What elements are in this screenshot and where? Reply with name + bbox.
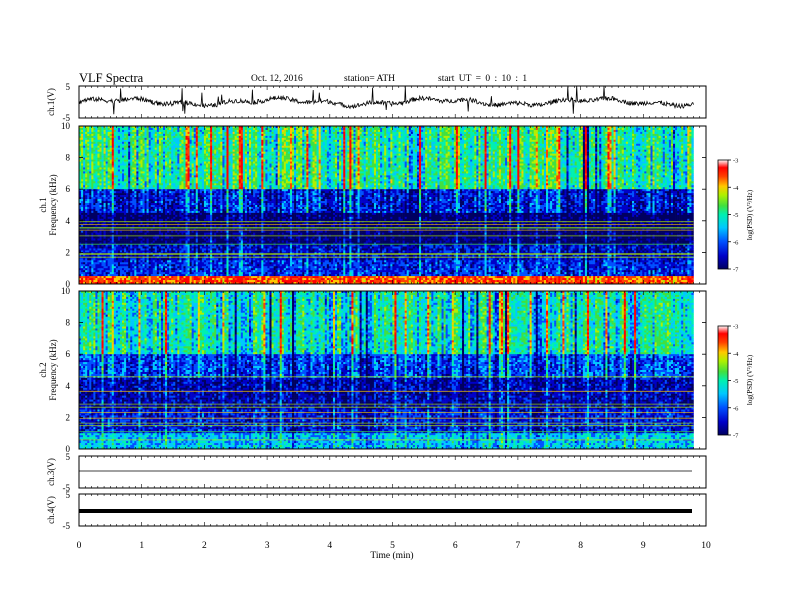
- colorbar-tick-label: -5: [733, 212, 738, 219]
- ch1-channel-label: ch.1: [38, 197, 48, 212]
- ch1-colorbar-label: log(PSD) (V²/Hz): [746, 189, 754, 240]
- time-axis-ticks: [78, 86, 707, 526]
- ch4-ylabel: ch.4(V): [46, 496, 56, 524]
- ch3-ylabel: ch.3(V): [46, 458, 56, 486]
- colorbar-tick-label: -5: [733, 378, 738, 385]
- time-tick-label: 9: [641, 541, 646, 551]
- freq-tick-label: 0: [66, 444, 71, 454]
- freq-tick-label: 6: [66, 349, 71, 359]
- ch1-waveform-line: [78, 85, 694, 115]
- ch1-ytick-top: 5: [66, 82, 71, 92]
- ch3-waveform-panel: 5 -5 ch.3(V): [46, 452, 707, 493]
- ch1-colorbar-ticks: -3 -4 -5 -6 -7: [728, 158, 739, 274]
- ch1-spectrogram-image: [79, 126, 706, 285]
- ch4-ytick-bottom: -5: [63, 521, 71, 531]
- ch2-colorbar-label: log(PSD) (V²/Hz): [746, 354, 754, 405]
- colorbar-tick-label: -7: [733, 267, 739, 274]
- freq-tick-label: 6: [66, 184, 71, 194]
- colorbar-tick-label: -6: [733, 405, 739, 412]
- ch1-ytick-bottom: -5: [63, 113, 71, 123]
- ch4-waveform-panel: 5 -5 ch.4(V): [46, 490, 707, 531]
- freq-tick-label: 4: [66, 381, 71, 391]
- figure-title: VLF Spectra: [79, 71, 143, 86]
- ch1-ylabel: ch.1(V): [46, 88, 56, 116]
- ch2-colorbar: -3 -4 -5 -6 -7 log(PSD) (V²/Hz): [717, 324, 754, 440]
- time-tick-label: 7: [516, 541, 521, 551]
- freq-tick-label: 8: [66, 153, 71, 163]
- ch4-ytick-top: 5: [66, 490, 71, 500]
- ch1-waveform-panel: 5 -5 ch.1(V): [46, 82, 707, 123]
- ch1-freq-label: Frequency (kHz): [48, 174, 58, 235]
- time-tick-label: 4: [327, 541, 332, 551]
- freq-tick-label: 4: [66, 216, 71, 226]
- colorbar-tick-label: -6: [733, 239, 739, 246]
- ch3-ytick-top: 5: [66, 452, 71, 462]
- ch1-freq-ticks: 0 2 4 6 8 10: [61, 121, 706, 289]
- colorbar-tick-label: -4: [733, 185, 739, 192]
- time-axis-label: Time (min): [370, 550, 413, 561]
- colorbar-tick-label: -4: [733, 351, 739, 358]
- ch1-colorbar: -3 -4 -5 -6 -7 log(PSD) (V²/Hz): [717, 158, 754, 274]
- time-tick-label: 6: [453, 541, 458, 551]
- ch1-waveform-trace: [78, 85, 694, 115]
- date-label: Oct. 12, 2016: [251, 74, 303, 84]
- ch2-freq-label: Frequency (kHz): [48, 339, 58, 400]
- ch2-spectrogram-image: [79, 291, 706, 450]
- ch2-spectrogram-panel: 0 2 4 6 8 10 ch.2 Frequency (kHz): [38, 286, 707, 454]
- freq-tick-label: 10: [61, 121, 71, 131]
- time-axis-ticklabels: 0 1 2 3 4 5 6 7 8 9 10: [77, 541, 711, 551]
- time-tick-label: 3: [265, 541, 270, 551]
- time-tick-label: 8: [578, 541, 583, 551]
- freq-tick-label: 2: [66, 412, 71, 422]
- time-tick-label: 5: [390, 541, 395, 551]
- freq-tick-label: 0: [66, 279, 71, 289]
- time-tick-label: 2: [202, 541, 207, 551]
- ch2-channel-label: ch.2: [38, 362, 48, 377]
- ch2-colorbar-ticks: -3 -4 -5 -6 -7: [728, 324, 739, 440]
- freq-tick-label: 8: [66, 318, 71, 328]
- ch2-freq-ticks: 0 2 4 6 8 10: [61, 286, 706, 454]
- time-tick-label: 10: [701, 541, 711, 551]
- colorbar-tick-label: -3: [733, 324, 738, 331]
- ch3-ytick-bottom: -5: [63, 483, 71, 493]
- colorbar-tick-label: -3: [733, 158, 738, 165]
- time-tick-label: 1: [139, 541, 144, 551]
- start-ut-label: start UT = 0 : 10 : 1: [438, 74, 527, 84]
- freq-tick-label: 10: [61, 286, 71, 296]
- time-tick-label: 0: [77, 541, 82, 551]
- colorbar-tick-label: -7: [733, 433, 739, 440]
- ch1-spectrogram-panel: 0 2 4 6 8 10 ch.1 Frequency (kHz): [38, 121, 707, 289]
- freq-tick-label: 2: [66, 247, 71, 257]
- station-label: station= ATH: [344, 74, 395, 84]
